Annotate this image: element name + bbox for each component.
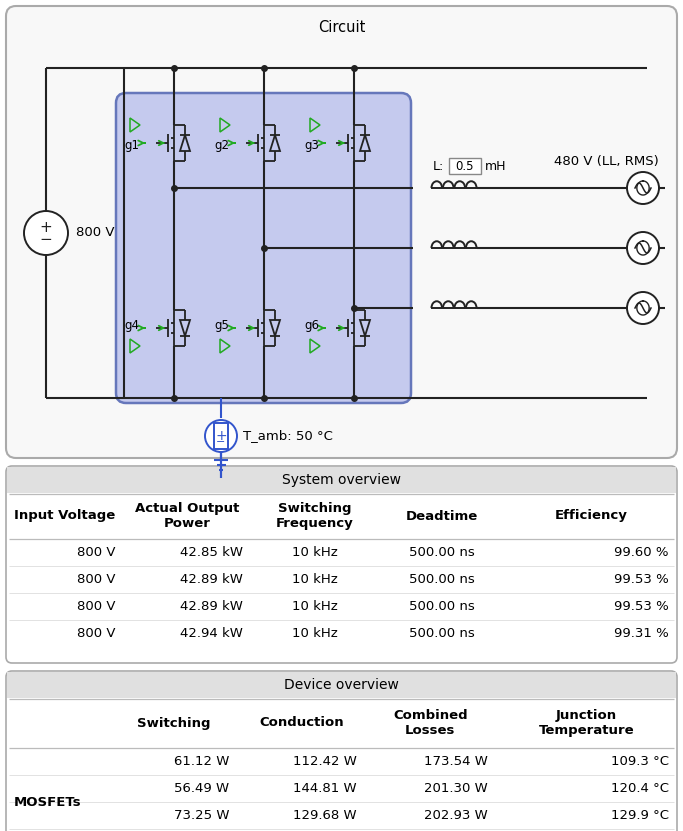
Text: 10 kHz: 10 kHz	[292, 573, 337, 586]
Text: g1: g1	[124, 139, 139, 152]
Text: g5: g5	[214, 319, 229, 332]
Text: mH: mH	[485, 160, 507, 173]
Text: 500.00 ns: 500.00 ns	[409, 627, 475, 640]
FancyBboxPatch shape	[116, 93, 411, 403]
Bar	[7, 671, 676, 699]
Text: L:: L:	[433, 160, 444, 173]
Text: T_amb: 50 °C: T_amb: 50 °C	[243, 430, 333, 442]
Text: 10 kHz: 10 kHz	[292, 546, 337, 559]
Text: 112.42 W: 112.42 W	[293, 755, 357, 768]
Text: Actual Output
Power: Actual Output Power	[135, 502, 239, 530]
FancyBboxPatch shape	[6, 6, 677, 458]
Text: g3: g3	[305, 139, 320, 152]
Text: +: +	[40, 219, 53, 234]
Text: −: −	[40, 233, 53, 248]
Text: Efficiency: Efficiency	[555, 509, 628, 523]
Text: 800 V: 800 V	[77, 546, 115, 559]
Text: 202.93 W: 202.93 W	[424, 809, 488, 822]
Text: 500.00 ns: 500.00 ns	[409, 546, 475, 559]
Text: 99.60 %: 99.60 %	[615, 546, 669, 559]
Text: 61.12 W: 61.12 W	[174, 755, 229, 768]
Text: 10 kHz: 10 kHz	[292, 627, 337, 640]
Text: Deadtime: Deadtime	[406, 509, 478, 523]
Text: 173.54 W: 173.54 W	[424, 755, 488, 768]
Text: Conduction: Conduction	[259, 716, 344, 730]
Text: 120.4 °C: 120.4 °C	[611, 782, 669, 795]
Text: 500.00 ns: 500.00 ns	[409, 600, 475, 613]
Circle shape	[24, 211, 68, 255]
Text: Junction
Temperature: Junction Temperature	[539, 709, 635, 737]
Circle shape	[205, 420, 237, 452]
Circle shape	[627, 172, 659, 204]
Bar	[7, 493, 676, 539]
Text: 129.68 W: 129.68 W	[294, 809, 357, 822]
Text: 800 V: 800 V	[77, 573, 115, 586]
Text: 129.9 °C: 129.9 °C	[611, 809, 669, 822]
Text: 10 kHz: 10 kHz	[292, 600, 337, 613]
Text: +: +	[215, 429, 227, 443]
Circle shape	[627, 292, 659, 324]
Circle shape	[627, 232, 659, 264]
Text: 42.89 kW: 42.89 kW	[180, 573, 243, 586]
Text: 201.30 W: 201.30 W	[424, 782, 488, 795]
Text: g2: g2	[214, 139, 229, 152]
Text: 480 V (LL, RMS): 480 V (LL, RMS)	[554, 155, 659, 168]
Text: 800 V: 800 V	[76, 227, 115, 239]
Text: 800 V: 800 V	[77, 627, 115, 640]
Text: −: −	[217, 437, 225, 447]
Text: 99.53 %: 99.53 %	[614, 600, 669, 613]
Text: g4: g4	[124, 319, 139, 332]
Text: g6: g6	[305, 319, 320, 332]
Text: Switching
Frequency: Switching Frequency	[276, 502, 354, 530]
Bar	[7, 698, 676, 748]
Text: Device overview: Device overview	[284, 678, 399, 692]
Text: Switching: Switching	[137, 716, 210, 730]
Bar	[7, 466, 676, 494]
Text: 56.49 W: 56.49 W	[174, 782, 229, 795]
Text: 800 V: 800 V	[77, 600, 115, 613]
Text: 99.31 %: 99.31 %	[614, 627, 669, 640]
Text: Combined
Losses: Combined Losses	[393, 709, 468, 737]
Text: Input Voltage: Input Voltage	[14, 509, 115, 523]
Text: 42.89 kW: 42.89 kW	[180, 600, 243, 613]
Text: 500.00 ns: 500.00 ns	[409, 573, 475, 586]
Text: MOSFETs: MOSFETs	[14, 795, 82, 809]
Text: 109.3 °C: 109.3 °C	[611, 755, 669, 768]
FancyBboxPatch shape	[6, 671, 677, 831]
Text: 42.85 kW: 42.85 kW	[180, 546, 243, 559]
Text: 42.94 kW: 42.94 kW	[180, 627, 243, 640]
Bar	[449, 158, 481, 174]
Bar	[214, 423, 228, 449]
FancyBboxPatch shape	[6, 466, 677, 663]
Text: 0.5: 0.5	[456, 160, 474, 173]
Text: 144.81 W: 144.81 W	[294, 782, 357, 795]
Text: System overview: System overview	[282, 473, 401, 487]
Text: 99.53 %: 99.53 %	[614, 573, 669, 586]
Text: 73.25 W: 73.25 W	[174, 809, 229, 822]
Text: Circuit: Circuit	[318, 20, 365, 35]
